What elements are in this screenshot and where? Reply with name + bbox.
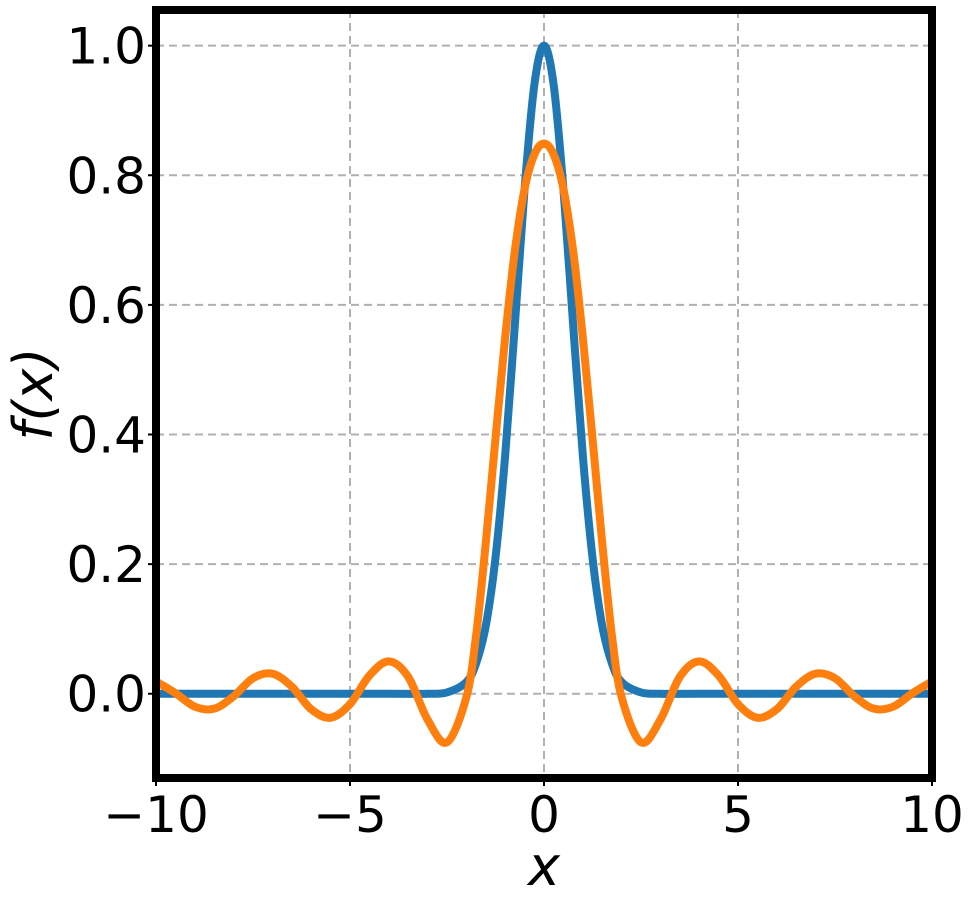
- x-tick-label: −5: [313, 786, 387, 844]
- y-tick-label: 0.8: [66, 147, 146, 205]
- y-tick-label: 0.6: [66, 277, 146, 335]
- y-tick-label: 0.2: [66, 536, 146, 594]
- series-lines: [153, 41, 935, 747]
- series-line-2: [153, 139, 935, 747]
- grid-lines: [155, 10, 933, 778]
- y-tick-label: 0.4: [66, 407, 146, 465]
- tick-labels: −10 −5 0 5 10 0.0 0.2 0.4 0.6 0.8 1.0: [66, 18, 963, 844]
- x-tick-label: −10: [103, 786, 209, 844]
- y-axis-label: f(x): [2, 347, 65, 440]
- y-tick-label: 0.0: [66, 666, 146, 724]
- x-tick-label: 0: [528, 786, 560, 844]
- y-tick-label: 1.0: [66, 18, 146, 76]
- x-axis-label: x: [526, 835, 561, 898]
- x-tick-label: 5: [722, 786, 754, 844]
- x-tick-label: 10: [900, 786, 964, 844]
